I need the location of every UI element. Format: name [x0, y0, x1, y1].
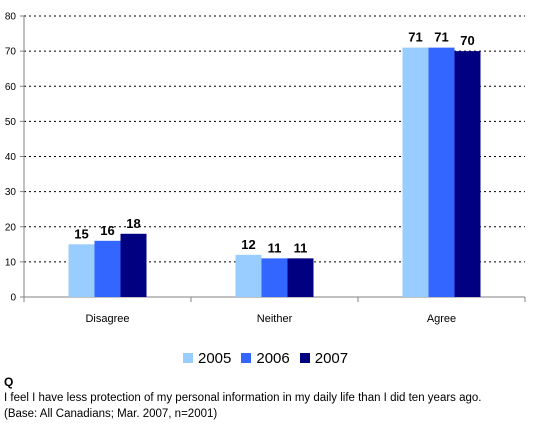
- legend-item: 2006: [241, 349, 290, 367]
- legend-label: 2006: [256, 349, 290, 367]
- data-label: 18: [126, 216, 140, 231]
- bar: [94, 240, 121, 297]
- y-tick-label: 30: [5, 187, 17, 198]
- bar: [287, 258, 314, 297]
- data-label: 16: [100, 223, 114, 238]
- y-tick-label: 40: [5, 152, 17, 163]
- data-label: 11: [268, 240, 282, 255]
- bar: [402, 47, 429, 297]
- category-label: Disagree: [85, 313, 129, 325]
- bar-chart: 0 10 20 30 40 50 60 70 80 15 16 18 Disagree 12 11 11 Nei…: [5, 12, 526, 325]
- data-label: 71: [434, 30, 448, 45]
- y-tick-label: 0: [10, 293, 16, 304]
- question-base: (Base: All Canadians; Mar. 2007, n=2001): [4, 408, 218, 420]
- category-label: Agree: [427, 313, 456, 325]
- legend-item: 2005: [183, 350, 231, 367]
- category-label: Neither: [257, 313, 293, 325]
- bar: [428, 47, 455, 297]
- bar: [454, 51, 481, 297]
- legend-swatch: [183, 353, 193, 363]
- legend-label: 2005: [198, 349, 232, 367]
- y-tick-label: 80: [5, 12, 17, 23]
- y-tick-label: 70: [5, 47, 17, 58]
- y-tick-label: 50: [5, 117, 17, 128]
- question-block: Q I feel I have less protection of my pe…: [4, 374, 529, 422]
- data-label: 71: [408, 30, 422, 45]
- question-letter: Q: [4, 375, 14, 389]
- chart-legend: 2005 2006 2007: [183, 349, 358, 367]
- legend-swatch: [299, 353, 310, 363]
- data-label: 11: [294, 240, 308, 255]
- data-label: 15: [74, 226, 88, 241]
- y-tick-label: 20: [5, 222, 17, 233]
- bar: [235, 254, 262, 297]
- legend-item: 2007: [299, 349, 349, 367]
- bar: [261, 258, 288, 297]
- bar: [120, 233, 147, 297]
- legend-swatch: [241, 353, 252, 363]
- legend-label: 2007: [314, 349, 349, 367]
- question-text: I feel I have less protection of my pers…: [4, 392, 482, 404]
- data-label: 12: [241, 237, 255, 252]
- bar: [68, 244, 95, 297]
- data-label: 70: [460, 33, 474, 48]
- y-tick-label: 60: [5, 82, 17, 93]
- y-tick-label: 10: [5, 257, 17, 268]
